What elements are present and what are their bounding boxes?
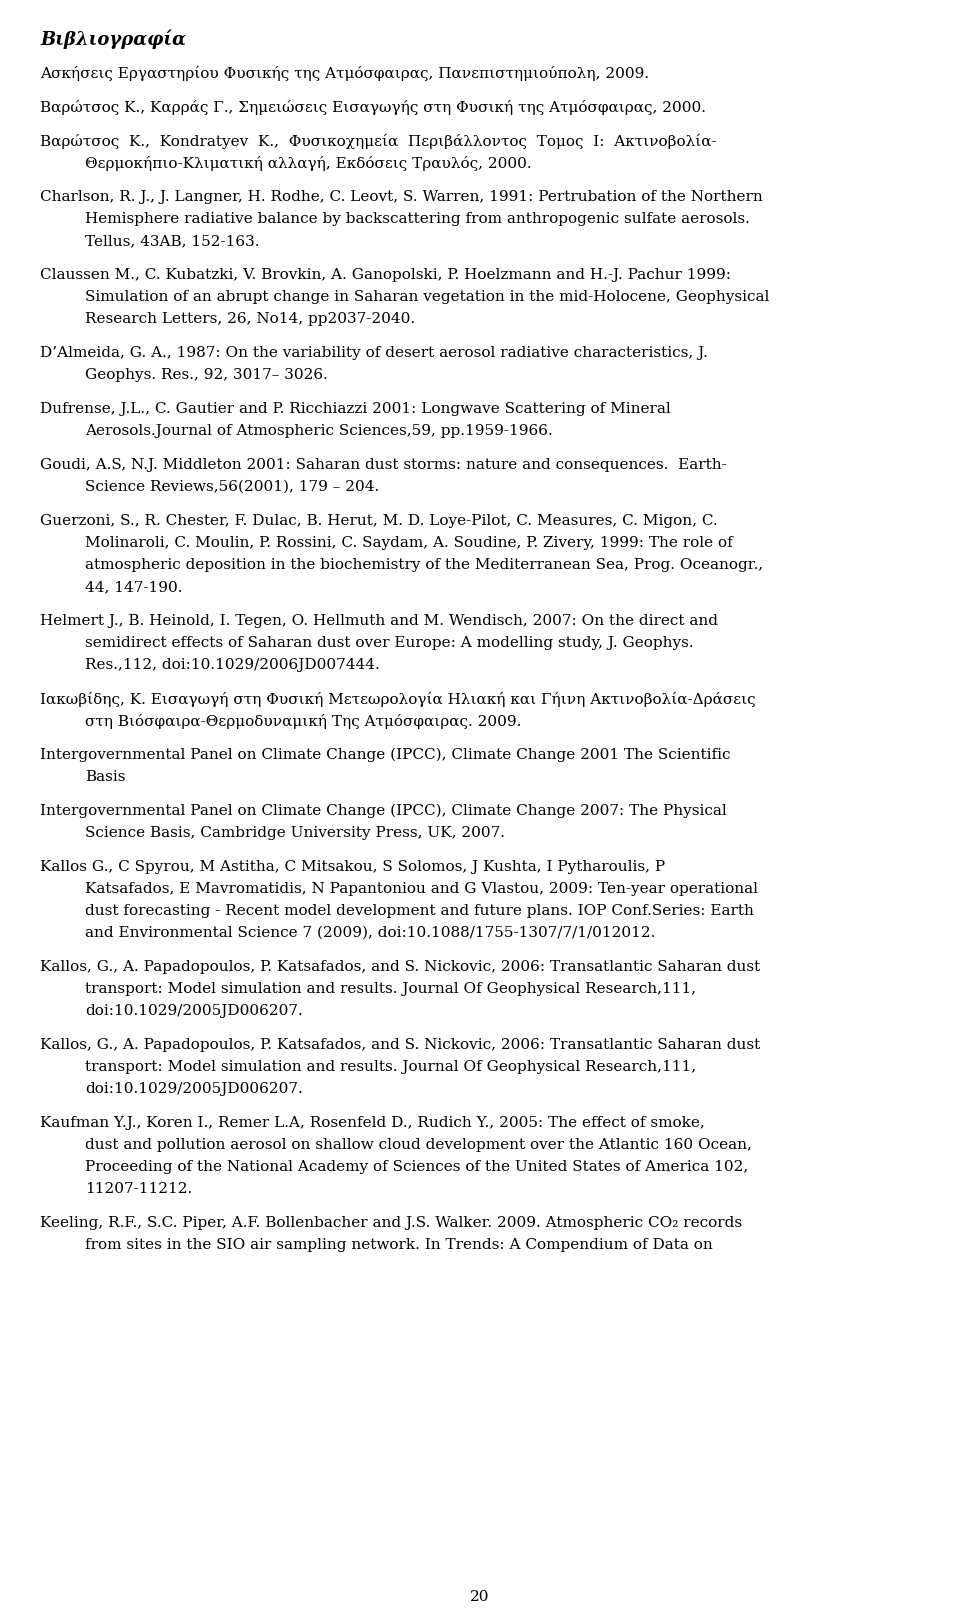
Text: Βαρώτσος  Κ.,  Kondratyev  K.,  Φυσικοχημεία  Περιβάλλοντος  Τομος  Ι:  Ακτινοβο: Βαρώτσος Κ., Kondratyev K., Φυσικοχημεία… — [40, 135, 716, 149]
Text: Dufrense, J.L., C. Gautier and P. Ricchiazzi 2001: Longwave Scattering of Minera: Dufrense, J.L., C. Gautier and P. Ricchi… — [40, 402, 671, 415]
Text: Aerosols.Journal of Atmospheric Sciences,59, pp.1959-1966.: Aerosols.Journal of Atmospheric Sciences… — [85, 423, 553, 438]
Text: transport: Model simulation and results. Journal Of Geophysical Research,111,: transport: Model simulation and results.… — [85, 1061, 696, 1074]
Text: Katsafados, E Mavromatidis, N Papantoniou and G Vlastou, 2009: Ten-year operatio: Katsafados, E Mavromatidis, N Papantonio… — [85, 882, 758, 895]
Text: dust forecasting - Recent model development and future plans. IOP Conf.Series: E: dust forecasting - Recent model developm… — [85, 903, 754, 918]
Text: Claussen M., C. Kubatzki, V. Brovkin, A. Ganopolski, P. Hoelzmann and H.-J. Pach: Claussen M., C. Kubatzki, V. Brovkin, A.… — [40, 268, 731, 282]
Text: Charlson, R. J., J. Langner, H. Rodhe, C. Leovt, S. Warren, 1991: Pertrubation o: Charlson, R. J., J. Langner, H. Rodhe, C… — [40, 190, 763, 204]
Text: Intergovernmental Panel on Climate Change (IPCC), Climate Change 2001 The Scient: Intergovernmental Panel on Climate Chang… — [40, 748, 731, 762]
Text: Kallos, G., A. Papadopoulos, P. Katsafados, and S. Nickovic, 2006: Transatlantic: Kallos, G., A. Papadopoulos, P. Katsafad… — [40, 960, 760, 973]
Text: Hemisphere radiative balance by backscattering from anthropogenic sulfate aeroso: Hemisphere radiative balance by backscat… — [85, 212, 750, 225]
Text: doi:10.1029/2005JD006207.: doi:10.1029/2005JD006207. — [85, 1004, 302, 1019]
Text: Kaufman Y.J., Koren I., Remer L.A, Rosenfeld D., Rudich Y., 2005: The effect of : Kaufman Y.J., Koren I., Remer L.A, Rosen… — [40, 1116, 705, 1131]
Text: transport: Model simulation and results. Journal Of Geophysical Research,111,: transport: Model simulation and results.… — [85, 981, 696, 996]
Text: Simulation of an abrupt change in Saharan vegetation in the mid-Holocene, Geophy: Simulation of an abrupt change in Sahara… — [85, 290, 769, 303]
Text: Molinaroli, C. Moulin, P. Rossini, C. Saydam, A. Soudine, P. Zivery, 1999: The r: Molinaroli, C. Moulin, P. Rossini, C. Sa… — [85, 535, 732, 550]
Text: from sites in the SIO air sampling network. In Trends: A Compendium of Data on: from sites in the SIO air sampling netwo… — [85, 1238, 712, 1252]
Text: Guerzoni, S., R. Chester, F. Dulac, B. Herut, M. D. Loye-Pilot, C. Measures, C. : Guerzoni, S., R. Chester, F. Dulac, B. H… — [40, 514, 718, 529]
Text: Science Basis, Cambridge University Press, UK, 2007.: Science Basis, Cambridge University Pres… — [85, 826, 505, 840]
Text: Basis: Basis — [85, 770, 126, 783]
Text: Helmert J., B. Heinold, I. Tegen, O. Hellmuth and M. Wendisch, 2007: On the dire: Helmert J., B. Heinold, I. Tegen, O. Hel… — [40, 615, 718, 628]
Text: στη Βιόσφαιρα-Θερμοδυναμική Της Ατμόσφαιρας. 2009.: στη Βιόσφαιρα-Θερμοδυναμική Της Ατμόσφαι… — [85, 714, 521, 728]
Text: atmospheric deposition in the biochemistry of the Mediterranean Sea, Prog. Ocean: atmospheric deposition in the biochemist… — [85, 558, 763, 573]
Text: Kallos, G., A. Papadopoulos, P. Katsafados, and S. Nickovic, 2006: Transatlantic: Kallos, G., A. Papadopoulos, P. Katsafad… — [40, 1038, 760, 1053]
Text: dust and pollution aerosol on shallow cloud development over the Atlantic 160 Oc: dust and pollution aerosol on shallow cl… — [85, 1139, 752, 1152]
Text: 20: 20 — [470, 1590, 490, 1604]
Text: Proceeding of the National Academy of Sciences of the United States of America 1: Proceeding of the National Academy of Sc… — [85, 1160, 748, 1174]
Text: Ασκήσεις Εργαστηρίου Φυσικής της Ατμόσφαιρας, Πανεπιστημιούπολη, 2009.: Ασκήσεις Εργαστηρίου Φυσικής της Ατμόσφα… — [40, 67, 649, 81]
Text: Kallos G., C Spyrou, M Astitha, C Mitsakou, S Solomos, J Kushta, I Pytharoulis, : Kallos G., C Spyrou, M Astitha, C Mitsak… — [40, 860, 665, 874]
Text: Ιακωβίδης, Κ. Εισαγωγή στη Φυσική Μετεωρολογία Ηλιακή και Γήινη Ακτινοβολία-Δράσ: Ιακωβίδης, Κ. Εισαγωγή στη Φυσική Μετεωρ… — [40, 693, 756, 707]
Text: Intergovernmental Panel on Climate Change (IPCC), Climate Change 2007: The Physi: Intergovernmental Panel on Climate Chang… — [40, 805, 727, 819]
Text: Research Letters, 26, No14, pp2037-2040.: Research Letters, 26, No14, pp2037-2040. — [85, 311, 415, 326]
Text: semidirect effects of Saharan dust over Europe: A modelling study, J. Geophys.: semidirect effects of Saharan dust over … — [85, 636, 694, 650]
Text: Science Reviews,56(2001), 179 – 204.: Science Reviews,56(2001), 179 – 204. — [85, 480, 379, 495]
Text: Res.,112, doi:10.1029/2006JD007444.: Res.,112, doi:10.1029/2006JD007444. — [85, 659, 380, 672]
Text: 11207-11212.: 11207-11212. — [85, 1182, 192, 1195]
Text: 44, 147-190.: 44, 147-190. — [85, 581, 182, 594]
Text: doi:10.1029/2005JD006207.: doi:10.1029/2005JD006207. — [85, 1082, 302, 1096]
Text: D’Almeida, G. A., 1987: On the variability of desert aerosol radiative character: D’Almeida, G. A., 1987: On the variabili… — [40, 345, 708, 360]
Text: Βαρώτσος Κ., Καρράς Γ., Σημειώσεις Εισαγωγής στη Φυσική της Ατμόσφαιρας, 2000.: Βαρώτσος Κ., Καρράς Γ., Σημειώσεις Εισαγ… — [40, 101, 706, 115]
Text: Geophys. Res., 92, 3017– 3026.: Geophys. Res., 92, 3017– 3026. — [85, 368, 328, 383]
Text: Goudi, A.S, N.J. Middleton 2001: Saharan dust storms: nature and consequences.  : Goudi, A.S, N.J. Middleton 2001: Saharan… — [40, 457, 727, 472]
Text: Βιβλιογραφία: Βιβλιογραφία — [40, 29, 186, 49]
Text: Θερμοκήπιο-Κλιματική αλλαγή, Εκδόσεις Τραυλός, 2000.: Θερμοκήπιο-Κλιματική αλλαγή, Εκδόσεις Τρ… — [85, 156, 532, 170]
Text: Tellus, 43AB, 152-163.: Tellus, 43AB, 152-163. — [85, 234, 259, 248]
Text: Keeling, R.F., S.C. Piper, A.F. Bollenbacher and J.S. Walker. 2009. Atmospheric : Keeling, R.F., S.C. Piper, A.F. Bollenba… — [40, 1216, 742, 1229]
Text: and Environmental Science 7 (2009), doi:10.1088/1755-1307/7/1/012012.: and Environmental Science 7 (2009), doi:… — [85, 926, 656, 941]
